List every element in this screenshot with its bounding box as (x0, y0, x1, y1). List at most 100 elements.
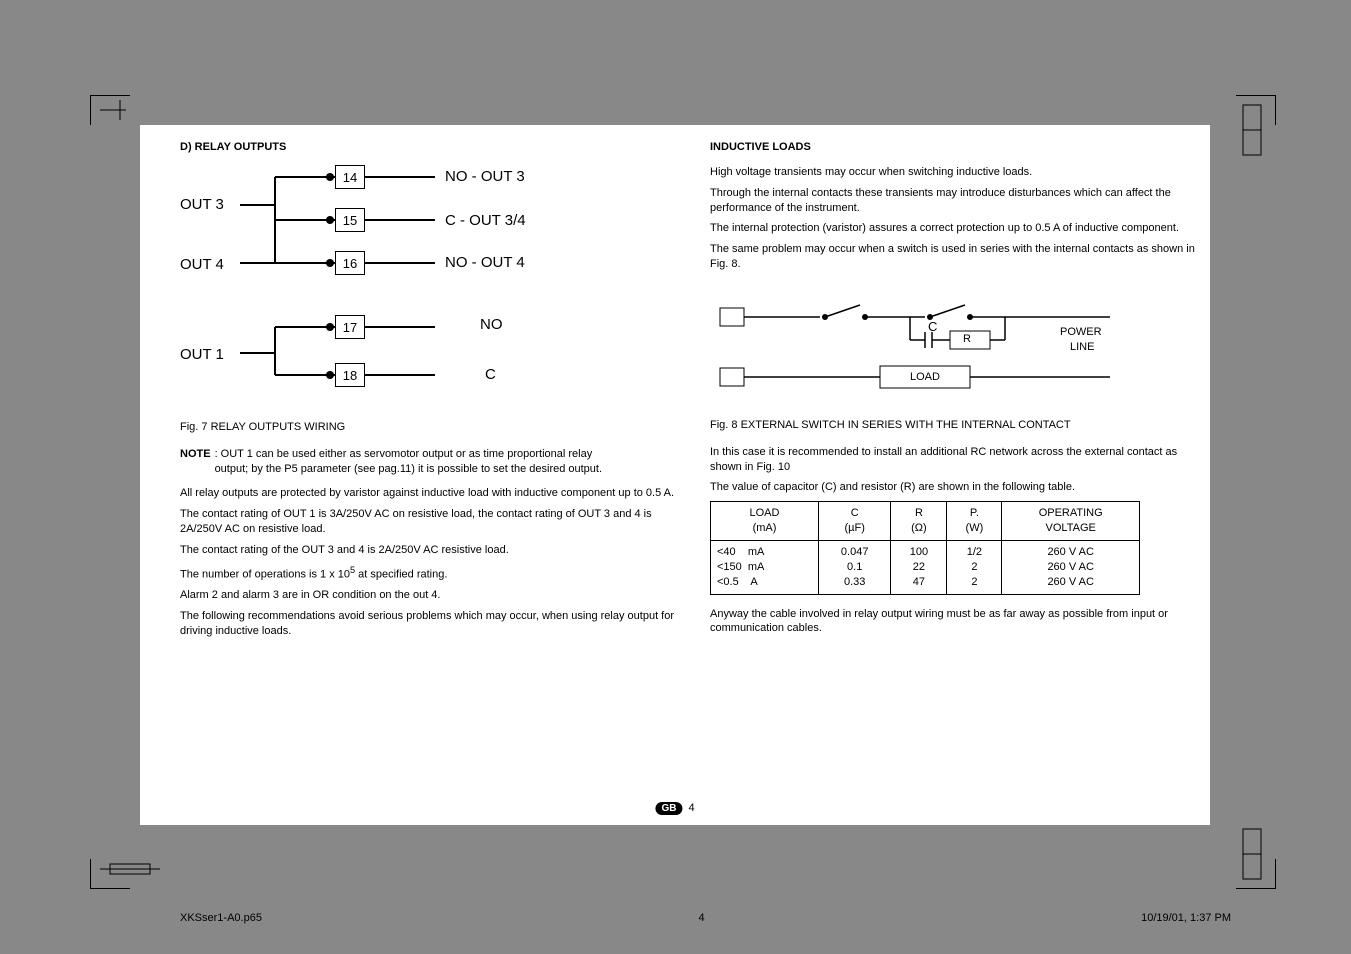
out34-wiring (240, 165, 390, 285)
left-p4b: at specified rating. (355, 568, 447, 580)
power-label: POWER (1060, 325, 1102, 340)
sig-no: NO (480, 315, 503, 335)
left-p6: The following recommendations avoid seri… (180, 609, 680, 639)
right-p5: In this case it is recommended to instal… (710, 445, 1210, 475)
th-p: P. (W) (947, 502, 1002, 541)
table-header-row: LOAD (mA) C (µF) R (Ω) P. (W) OPERATING VOLTA… (711, 502, 1140, 541)
footer-date: 10/19/01, 1:37 PM (1141, 912, 1231, 924)
left-p2: The contact rating of OUT 1 is 3A/250V A… (180, 507, 680, 537)
th-p-2: (W) (966, 522, 984, 534)
right-p7: Anyway the cable involved in relay outpu… (710, 607, 1210, 637)
fig8-caption: Fig. 8 EXTERNAL SWITCH IN SERIES WITH TH… (710, 418, 1210, 433)
th-load-2: (mA) (753, 522, 777, 534)
registration-mark-tl (100, 100, 126, 120)
th-p-1: P. (970, 507, 979, 519)
sig-c-out34: C - OUT 3/4 (445, 211, 526, 231)
right-p6: The value of capacitor (C) and resistor … (710, 480, 1210, 495)
th-load-1: LOAD (749, 507, 779, 519)
right-column: INDUCTIVE LOADS High voltage transients … (710, 140, 1210, 642)
sig-no-out4: NO - OUT 4 (445, 253, 525, 273)
cell: 260 V AC (1047, 576, 1093, 588)
load-table: LOAD (mA) C (µF) R (Ω) P. (W) OPERATING VOLTA… (710, 501, 1140, 594)
note-text: : OUT 1 can be used either as servomotor… (215, 447, 625, 477)
th-c-1: C (851, 507, 859, 519)
right-p4: The same problem may occur when a switch… (710, 242, 1210, 272)
cell: <150 mA (717, 561, 764, 573)
cell-load-all: <40 mA <150 mA <0.5 A (711, 540, 819, 594)
wire (365, 262, 435, 264)
footer-page: 4 (698, 912, 704, 924)
note-block: NOTE : OUT 1 can be used either as servom… (180, 447, 680, 477)
cell: <40 mA (717, 546, 764, 558)
left-p3: The contact rating of the OUT 3 and 4 is… (180, 543, 680, 558)
left-p5: Alarm 2 and alarm 3 are in OR condition … (180, 588, 680, 603)
th-op-1: OPERATING (1039, 507, 1103, 519)
out3-label: OUT 3 (180, 195, 224, 215)
footer: XKSser1-A0.p65 4 10/19/01, 1:37 PM (180, 912, 1231, 924)
relay-diagram: OUT 3 OUT 4 OUT 1 14 15 16 (180, 165, 660, 405)
cell: 1/2 (967, 546, 982, 558)
th-c: C (µF) (818, 502, 890, 541)
registration-mark-bl (100, 859, 160, 879)
left-title: D) RELAY OUTPUTS (180, 140, 680, 155)
cell-v-all: 260 V AC 260 V AC 260 V AC (1002, 540, 1140, 594)
cell-p-all: 1/2 2 2 (947, 540, 1002, 594)
terminal-15: 15 (335, 208, 365, 232)
cell: 2 (971, 576, 977, 588)
th-op: OPERATING VOLTAGE (1002, 502, 1140, 541)
wire (365, 374, 435, 376)
th-r-2: (Ω) (911, 522, 927, 534)
cell: <0.5 A (717, 576, 758, 588)
cell: 0.047 (841, 546, 869, 558)
switch-svg (710, 280, 1190, 410)
registration-mark-tr (1243, 105, 1261, 155)
terminal-14: 14 (335, 165, 365, 189)
page: D) RELAY OUTPUTS OUT 3 OUT 4 OUT 1 (140, 125, 1210, 825)
th-c-2: (µF) (844, 522, 864, 534)
left-p4a: The number of operations is 1 x 10 (180, 568, 350, 580)
wire (365, 326, 435, 328)
cell: 0.1 (847, 561, 862, 573)
cell: 22 (913, 561, 925, 573)
load-label: LOAD (910, 370, 940, 385)
out1-label: OUT 1 (180, 345, 224, 365)
line-label: LINE (1070, 340, 1094, 355)
th-load: LOAD (mA) (711, 502, 819, 541)
terminal-18: 18 (335, 363, 365, 387)
left-p1: All relay outputs are protected by varis… (180, 486, 680, 501)
footer-file: XKSser1-A0.p65 (180, 912, 262, 924)
right-p3: The internal protection (varistor) assur… (710, 221, 1210, 236)
cell: 2 (971, 561, 977, 573)
page-num: 4 (688, 802, 694, 814)
terminal-17: 17 (335, 315, 365, 339)
terminal-16: 16 (335, 251, 365, 275)
page-badge: GB 4 (655, 802, 694, 815)
table-row: <40 mA<150 mA<0.5 A 0.0470.10.33 1002247… (711, 540, 1140, 594)
th-op-2: VOLTAGE (1046, 522, 1096, 534)
left-p4: The number of operations is 1 x 105 at s… (180, 564, 680, 583)
switch-diagram: C R POWER LINE LOAD (710, 280, 1190, 410)
cell: 100 (910, 546, 928, 558)
cell: 260 V AC (1047, 546, 1093, 558)
fig7-caption: Fig. 7 RELAY OUTPUTS WIRING (180, 420, 680, 435)
r-label: R (963, 332, 971, 347)
th-r-1: R (915, 507, 923, 519)
wire (365, 176, 435, 178)
left-column: D) RELAY OUTPUTS OUT 3 OUT 4 OUT 1 (180, 140, 680, 645)
note-label: NOTE (180, 448, 211, 460)
cell-c-all: 0.047 0.1 0.33 (818, 540, 890, 594)
th-r: R (Ω) (891, 502, 947, 541)
registration-mark-br (1243, 829, 1261, 879)
right-p1: High voltage transients may occur when s… (710, 165, 1210, 180)
sig-c: C (485, 365, 496, 385)
sig-no-out3: NO - OUT 3 (445, 167, 525, 187)
right-p2: Through the internal contacts these tran… (710, 186, 1210, 216)
c-label: C (928, 318, 937, 336)
wire (365, 219, 435, 221)
cell: 0.33 (844, 576, 865, 588)
right-title: INDUCTIVE LOADS (710, 140, 1210, 155)
cell: 260 V AC (1047, 561, 1093, 573)
cell: 47 (913, 576, 925, 588)
gb-badge: GB (655, 802, 682, 815)
out4-label: OUT 4 (180, 255, 224, 275)
